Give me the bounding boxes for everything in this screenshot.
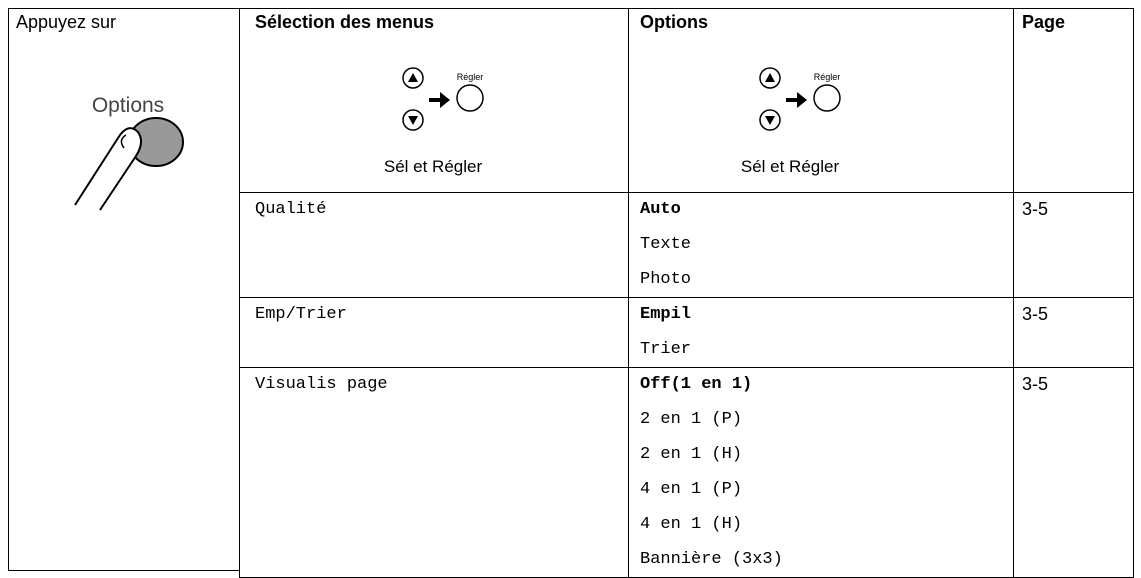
- option: Auto: [640, 200, 681, 219]
- nav-button-label: Régler: [457, 72, 484, 82]
- nav-icon: [759, 67, 841, 131]
- option: Texte: [640, 235, 692, 254]
- page-ref: 3-5: [1022, 374, 1049, 394]
- option-list: Empil Trier: [640, 297, 691, 367]
- menu-header: Sélection des menus: [255, 12, 435, 32]
- press-label: Appuyez sur: [16, 12, 117, 32]
- option: 4 en 1 (P): [640, 480, 743, 499]
- option: Empil: [640, 305, 692, 324]
- menu-item: Qualité: [255, 200, 327, 219]
- menu-item: Visualis page: [255, 375, 388, 394]
- page-ref: 3-5: [1022, 304, 1049, 324]
- option: 2 en 1 (H): [640, 445, 743, 464]
- option: 2 en 1 (P): [640, 410, 743, 429]
- option: Photo: [640, 270, 692, 289]
- fingernail: [120, 134, 127, 149]
- option: Off(1 en 1): [640, 375, 753, 394]
- finger: [74, 127, 142, 211]
- menu-item: Emp/Trier: [255, 305, 347, 324]
- option-list: Off(1 en 1) 2 en 1 (P) 2 en 1 (H) 4 en 1 (P…: [640, 367, 783, 577]
- options-header: Options: [640, 12, 708, 32]
- option: Bannière (3x3): [640, 550, 783, 569]
- option-list: Auto Texte Photo: [640, 192, 691, 297]
- option: 4 en 1 (H): [640, 515, 743, 534]
- page-header: Page: [1022, 12, 1066, 32]
- nav-caption: Sél et Régler: [741, 157, 840, 176]
- options-button-label: Options: [92, 94, 164, 117]
- page-ref: 3-5: [1022, 199, 1049, 219]
- nav-caption: Sél et Régler: [384, 157, 483, 176]
- nav-icon: [402, 67, 484, 131]
- nav-button-label: Régler: [814, 72, 841, 82]
- option: Trier: [640, 340, 692, 359]
